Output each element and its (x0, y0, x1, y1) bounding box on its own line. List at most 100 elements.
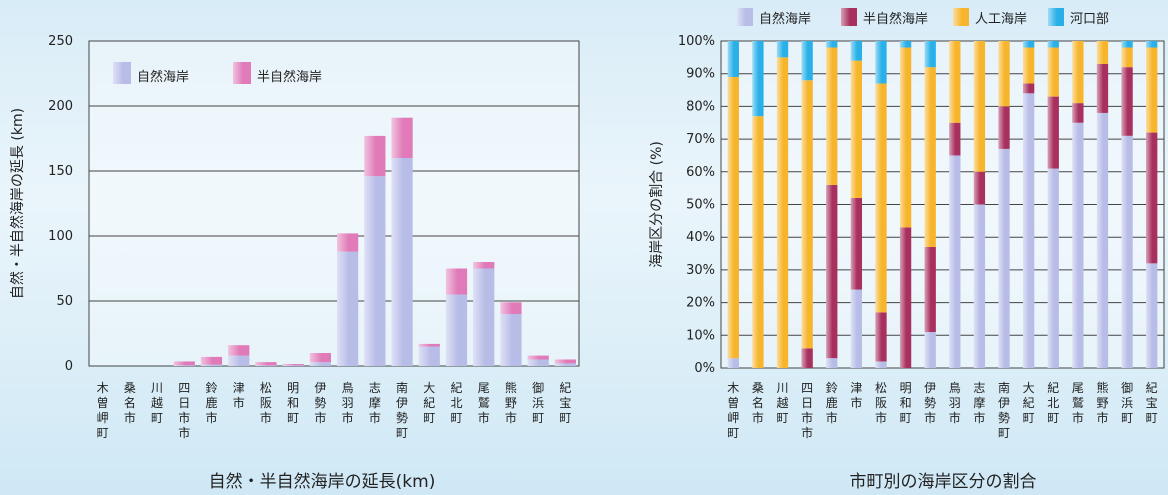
bar-segment (1146, 263, 1158, 368)
bar-segment (282, 365, 304, 366)
bar-segment (801, 41, 813, 81)
bar-segment (973, 41, 986, 172)
bar-segment (282, 364, 304, 366)
legend-label: 半自然海岸 (257, 69, 322, 85)
x-tick-label: 松阪市 (875, 381, 887, 425)
bar-segment (1047, 168, 1059, 368)
x-tick-label: 南伊勢町 (998, 380, 1010, 440)
x-tick-label: 御浜町 (1121, 380, 1133, 425)
y-tick-label: 200 (48, 99, 73, 114)
x-tick-label: 松阪市 (260, 381, 272, 425)
bar-segment (500, 302, 522, 314)
bar-segment (445, 294, 468, 366)
bar-segment (391, 117, 413, 158)
y-tick-label: 250 (48, 34, 73, 49)
bar-segment (418, 343, 440, 347)
bar-segment (850, 197, 863, 290)
y-tick-label: 90% (686, 67, 715, 82)
bar-segment (801, 348, 813, 368)
bar-segment (255, 362, 277, 366)
bar-segment (875, 361, 887, 368)
bar-segment (973, 171, 986, 205)
y-tick-label: 0% (694, 361, 715, 376)
bar-segment (826, 184, 838, 359)
x-tick-label: 津市 (850, 381, 862, 410)
x-tick-label: 伊勢市 (924, 381, 936, 425)
y-tick-label: 100 (48, 229, 73, 244)
y-tick-label: 50% (686, 198, 715, 213)
x-tick-label: 伊勢市 (314, 381, 326, 425)
y-tick-label: 80% (686, 99, 715, 114)
bar-segment (309, 362, 332, 366)
bar-segment (752, 116, 764, 369)
x-tick-label: 紀北町 (450, 381, 462, 425)
bar-segment (255, 365, 277, 366)
bar-segment (875, 312, 887, 362)
x-tick-label: 木曽岬町 (727, 381, 739, 440)
bar-segment (554, 359, 577, 364)
bar-segment (826, 47, 838, 185)
bar-segment (173, 365, 195, 366)
x-tick-label: 桑名市 (752, 381, 764, 425)
bar-segment (1072, 122, 1084, 368)
x-tick-label: 志摩市 (369, 381, 381, 425)
bar-segment (336, 251, 359, 366)
bar-segment (727, 358, 739, 368)
bar-segment (1022, 83, 1035, 94)
y-tick-label: 60% (686, 165, 715, 180)
bar-segment (173, 361, 195, 366)
bar-segment (228, 355, 250, 366)
legend-swatch (737, 8, 753, 26)
bar-segment (364, 135, 386, 177)
bar-segment (1096, 41, 1109, 64)
legend-swatch (113, 62, 131, 84)
x-tick-label: 大紀町 (1023, 381, 1035, 425)
bar-segment (309, 353, 332, 363)
chart-title: 自然・半自然海岸の延長(km) (209, 472, 436, 492)
bar-segment (336, 233, 359, 252)
bar-segment (1121, 67, 1133, 136)
bar-segment (418, 346, 440, 366)
bar-segment (1047, 41, 1059, 48)
y-tick-label: 20% (686, 296, 715, 311)
bar-segment (527, 355, 549, 360)
bar-segment (1146, 41, 1158, 48)
x-tick-label: 尾鷲市 (1072, 381, 1084, 425)
legend-swatch (233, 62, 251, 84)
legend-label: 自然海岸 (137, 69, 189, 85)
bar-segment (1121, 47, 1133, 68)
bar-segment (1096, 112, 1109, 368)
x-tick-label: 川越町 (777, 381, 789, 425)
legend-swatch (841, 8, 857, 26)
chart-1: 0 50 100 150 200 250 自然・半自然海岸の延長 (km) 自然・半自然海岸の… (9, 34, 580, 492)
bar-segment (527, 359, 549, 366)
bar-segment (200, 364, 223, 366)
x-tick-label: 紀宝町 (559, 381, 571, 425)
bar-segment (850, 41, 863, 61)
bar-segment (875, 41, 887, 84)
bar-segment (826, 358, 838, 368)
y-tick-label: 0 (65, 359, 73, 374)
bar-segment (473, 262, 495, 269)
bar-segment (899, 47, 912, 228)
x-tick-label: 紀北町 (1047, 381, 1059, 425)
chart-2: 0% 10% 20% 30% 40% 50% 60% 70% 80% 90% 100% 海岸区分の割合… (648, 8, 1165, 492)
bar-segment (1121, 135, 1133, 368)
bar-segment (752, 41, 764, 117)
bar-segment (1072, 41, 1084, 104)
bar-segment (473, 268, 495, 366)
bar-segment (899, 227, 912, 368)
legend-label: 人工海岸 (975, 12, 1027, 27)
bar-segment (949, 155, 961, 368)
x-tick-label: 鳥羽市 (949, 380, 961, 425)
legend-swatch (953, 8, 969, 26)
bar-segment (1022, 47, 1035, 84)
bar-segment (228, 345, 250, 356)
x-tick-label: 四日市市 (801, 381, 813, 440)
x-tick-label: 熊野市 (505, 380, 517, 425)
bar-segment (364, 176, 386, 366)
bar-segment (850, 60, 863, 198)
bar-segment (727, 76, 739, 359)
bar-segment (924, 247, 936, 333)
